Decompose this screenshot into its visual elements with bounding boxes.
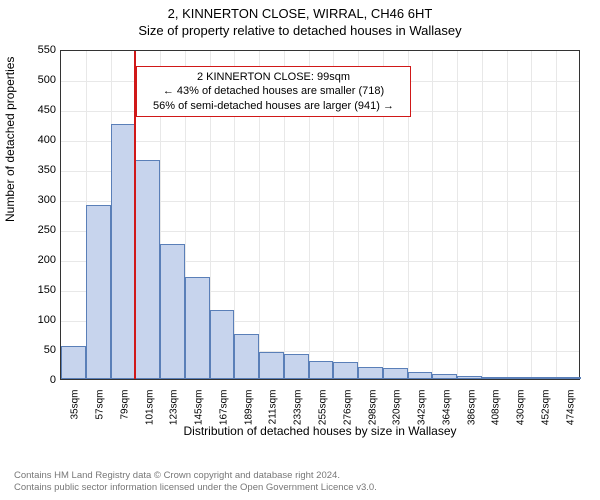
- histogram-bar: [86, 205, 111, 379]
- gridline-v: [507, 51, 508, 379]
- y-tick-label: 350: [16, 164, 56, 176]
- x-tick-label: 211sqm: [268, 390, 279, 440]
- y-tick-label: 250: [16, 224, 56, 236]
- page-title: 2, KINNERTON CLOSE, WIRRAL, CH46 6HT: [0, 0, 600, 21]
- histogram-bar: [160, 244, 185, 379]
- x-tick-label: 101sqm: [144, 390, 155, 440]
- histogram-bar: [432, 374, 457, 379]
- x-tick-label: 233sqm: [293, 390, 304, 440]
- y-tick-label: 100: [16, 314, 56, 326]
- histogram-bar: [556, 377, 581, 379]
- x-tick-label: 342sqm: [417, 390, 428, 440]
- histogram-bar: [333, 362, 358, 379]
- x-tick-label: 320sqm: [392, 390, 403, 440]
- histogram-bar: [383, 368, 408, 379]
- plot-area: 2 KINNERTON CLOSE: 99sqm← 43% of detache…: [60, 50, 580, 380]
- histogram-bar: [135, 160, 160, 379]
- y-tick-label: 200: [16, 254, 56, 266]
- y-axis-label: Number of detached properties: [3, 57, 17, 222]
- y-tick-label: 150: [16, 284, 56, 296]
- gridline-v: [531, 51, 532, 379]
- histogram-bar: [284, 354, 309, 379]
- histogram-bar: [210, 310, 235, 379]
- x-tick-label: 145sqm: [194, 390, 205, 440]
- y-tick-label: 50: [16, 344, 56, 356]
- y-tick-label: 550: [16, 44, 56, 56]
- x-tick-label: 123sqm: [169, 390, 180, 440]
- x-tick-label: 79sqm: [119, 390, 130, 440]
- histogram-bar: [185, 277, 210, 379]
- x-tick-label: 167sqm: [218, 390, 229, 440]
- footnote: Contains HM Land Registry data © Crown c…: [14, 470, 586, 494]
- histogram-bar: [358, 367, 383, 379]
- histogram-bar: [482, 377, 507, 379]
- histogram-bar: [408, 372, 433, 379]
- gridline-h: [61, 141, 579, 142]
- histogram-bar: [531, 377, 556, 379]
- histogram-bar: [234, 334, 259, 379]
- x-tick-label: 364sqm: [441, 390, 452, 440]
- histogram-bar: [61, 346, 86, 379]
- x-tick-label: 452sqm: [540, 390, 551, 440]
- annotation-box: 2 KINNERTON CLOSE: 99sqm← 43% of detache…: [136, 66, 411, 117]
- annotation-line: ← 43% of detached houses are smaller (71…: [143, 84, 404, 98]
- x-tick-label: 408sqm: [491, 390, 502, 440]
- x-tick-label: 298sqm: [367, 390, 378, 440]
- histogram-bar: [309, 361, 334, 379]
- gridline-v: [482, 51, 483, 379]
- chart-container: Number of detached properties 2 KINNERTO…: [0, 40, 600, 440]
- histogram-bar: [259, 352, 284, 379]
- y-tick-label: 300: [16, 194, 56, 206]
- histogram-bar: [457, 376, 482, 379]
- annotation-line: 2 KINNERTON CLOSE: 99sqm: [143, 70, 404, 84]
- y-tick-label: 0: [16, 374, 56, 386]
- annotation-line: 56% of semi-detached houses are larger (…: [143, 99, 404, 113]
- x-tick-label: 474sqm: [565, 390, 576, 440]
- x-tick-label: 430sqm: [516, 390, 527, 440]
- gridline-v: [432, 51, 433, 379]
- x-tick-label: 189sqm: [243, 390, 254, 440]
- page-subtitle: Size of property relative to detached ho…: [0, 21, 600, 38]
- x-tick-label: 35sqm: [70, 390, 81, 440]
- x-tick-label: 386sqm: [466, 390, 477, 440]
- gridline-v: [556, 51, 557, 379]
- histogram-bar: [111, 124, 136, 379]
- x-tick-label: 57sqm: [95, 390, 106, 440]
- x-tick-label: 255sqm: [318, 390, 329, 440]
- footnote-line2: Contains public sector information licen…: [14, 482, 586, 494]
- x-tick-label: 276sqm: [342, 390, 353, 440]
- footnote-line1: Contains HM Land Registry data © Crown c…: [14, 470, 586, 482]
- histogram-bar: [507, 377, 532, 379]
- y-tick-label: 450: [16, 104, 56, 116]
- gridline-v: [457, 51, 458, 379]
- y-tick-label: 500: [16, 74, 56, 86]
- y-tick-label: 400: [16, 134, 56, 146]
